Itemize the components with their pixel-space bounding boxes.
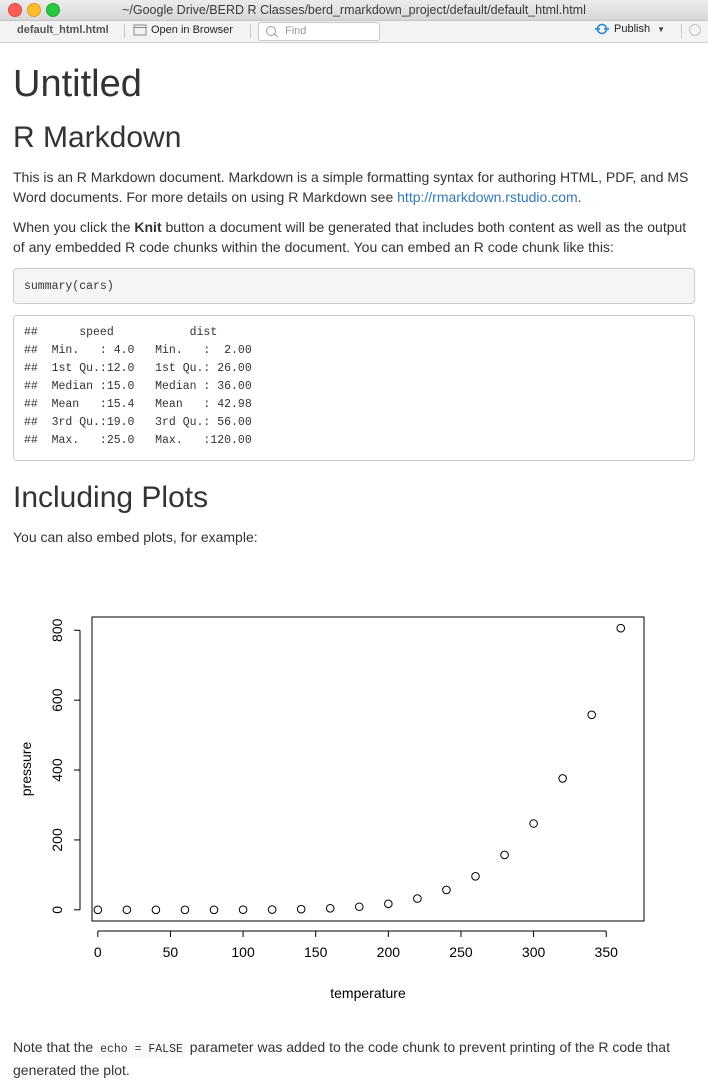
toolbar-divider	[250, 24, 251, 38]
note-text-start: Note that the	[13, 1039, 98, 1055]
knit-text-start: When you click the	[13, 219, 135, 235]
publish-icon	[595, 23, 609, 35]
data-point	[471, 871, 480, 881]
y-tick-label: 200	[49, 828, 65, 852]
y-axis-label: pressure	[18, 742, 34, 797]
x-axis: 0 50 100 150 200 250 300 350	[94, 930, 619, 960]
y-axis: 0 200 400 600 800	[49, 618, 81, 914]
note-text-end: parameter was added to the code chunk to…	[13, 1039, 670, 1078]
output-line: ## 1st Qu.:12.0 1st Qu.: 26.00	[24, 362, 266, 375]
chevron-down-icon[interactable]: ▼	[657, 24, 665, 34]
plots-paragraph: You can also embed plots, for example:	[13, 529, 258, 545]
output-line: ## Max. :25.0 Max. :120.00	[24, 434, 266, 447]
section-heading-including-plots: Including Plots	[13, 481, 209, 514]
title-bar: ~/Google Drive/BERD R Classes/berd_rmark…	[0, 0, 708, 21]
echo-note-paragraph: Note that the echo = FALSE parameter was…	[13, 1037, 695, 1080]
y-tick-label: 0	[49, 906, 65, 914]
knit-bold: Knit	[134, 219, 162, 235]
r-output-block: ## speed dist ## Min. : 4.0 Min. : 2.00 …	[13, 315, 695, 461]
x-tick-label: 250	[449, 944, 473, 960]
x-tick-label: 50	[163, 944, 179, 960]
minimize-window-button[interactable]	[27, 3, 41, 17]
viewer-toolbar: default_html.html Open in Browser Publis…	[0, 21, 708, 43]
data-point	[238, 905, 248, 915]
data-point	[384, 899, 393, 909]
maximize-window-button[interactable]	[46, 3, 60, 17]
data-point	[616, 623, 626, 633]
document-body: Untitled R Markdown This is an R Markdow…	[13, 42, 695, 1080]
search-icon	[266, 26, 276, 36]
open-in-browser-button[interactable]: Open in Browser	[133, 24, 233, 36]
y-tick-label: 600	[49, 688, 65, 712]
document-title: Untitled	[13, 63, 142, 105]
intro-text: This is an R Markdown document. Markdown…	[13, 169, 689, 205]
output-line: ## Mean :15.4 Mean : 42.98	[24, 398, 266, 411]
data-point	[325, 904, 335, 913]
output-line: ## Min. : 4.0 Min. : 2.00	[24, 344, 266, 357]
pressure-scatter-plot: 0 50 100 150 200 250 300 350 0 200 400 600 800 temp…	[18, 616, 645, 1001]
knit-text-end: button a document will be generated that…	[13, 219, 687, 255]
intro-paragraph: This is an R Markdown document. Markdown…	[13, 167, 695, 207]
x-tick-label: 150	[304, 944, 328, 960]
find-box	[258, 22, 380, 41]
output-line: ## speed dist	[24, 326, 266, 339]
intro-text-end: .	[577, 189, 582, 205]
x-axis-label: temperature	[330, 985, 406, 1001]
y-tick-label: 400	[49, 758, 65, 782]
data-point	[296, 904, 306, 914]
data-point	[354, 902, 364, 912]
output-line: ## 3rd Qu.:19.0 3rd Qu.: 56.00	[24, 416, 266, 429]
output-line: ## Median :15.0 Median : 36.00	[24, 380, 266, 393]
data-point	[413, 894, 422, 903]
data-point	[587, 710, 597, 720]
knit-paragraph: When you click the Knit button a documen…	[13, 217, 695, 257]
open-in-browser-label: Open in Browser	[151, 24, 233, 36]
toolbar-divider	[124, 24, 125, 38]
data-points	[93, 623, 626, 915]
plot-frame	[91, 616, 645, 922]
toolbar-divider	[681, 24, 682, 38]
find-input[interactable]	[285, 24, 373, 38]
r-code-chunk: summary(cars)	[13, 268, 695, 304]
data-point	[151, 905, 161, 915]
data-point	[209, 905, 219, 915]
publish-label: Publish	[614, 23, 651, 35]
x-tick-label: 100	[231, 944, 255, 960]
x-tick-label: 0	[94, 944, 102, 960]
rmarkdown-link[interactable]: http://rmarkdown.rstudio.com	[397, 189, 578, 205]
data-point	[558, 774, 567, 783]
publish-button[interactable]: Publish ▼	[594, 23, 665, 35]
data-point	[93, 905, 103, 915]
data-point	[122, 905, 132, 915]
data-point	[267, 905, 277, 914]
data-point	[442, 885, 451, 895]
file-name-label: default_html.html	[17, 24, 109, 36]
refresh-icon[interactable]	[689, 24, 701, 36]
section-heading-r-markdown: R Markdown	[13, 121, 182, 154]
x-tick-label: 300	[522, 944, 546, 960]
x-tick-label: 200	[377, 944, 401, 960]
browser-icon	[133, 24, 147, 36]
echo-false-code: echo = FALSE	[97, 1041, 186, 1058]
close-window-button[interactable]	[8, 3, 22, 17]
x-tick-label: 350	[595, 944, 619, 960]
data-point	[529, 819, 538, 828]
y-tick-label: 800	[49, 618, 65, 642]
data-point	[500, 850, 509, 860]
window-title: ~/Google Drive/BERD R Classes/berd_rmark…	[122, 3, 586, 17]
data-point	[180, 905, 190, 915]
